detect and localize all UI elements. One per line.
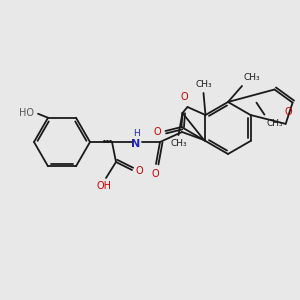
Text: O: O bbox=[154, 127, 161, 137]
Text: O: O bbox=[285, 107, 292, 117]
Text: CH₃: CH₃ bbox=[266, 118, 283, 127]
Text: O: O bbox=[151, 169, 159, 179]
Text: CH₃: CH₃ bbox=[195, 80, 212, 89]
Text: HO: HO bbox=[19, 108, 34, 118]
Text: CH₃: CH₃ bbox=[244, 73, 261, 82]
Text: N: N bbox=[131, 139, 141, 149]
Text: CH₃: CH₃ bbox=[170, 139, 187, 148]
Text: O: O bbox=[135, 166, 142, 176]
Text: O: O bbox=[181, 92, 188, 102]
Text: OH: OH bbox=[97, 181, 112, 191]
Text: H: H bbox=[134, 129, 140, 138]
